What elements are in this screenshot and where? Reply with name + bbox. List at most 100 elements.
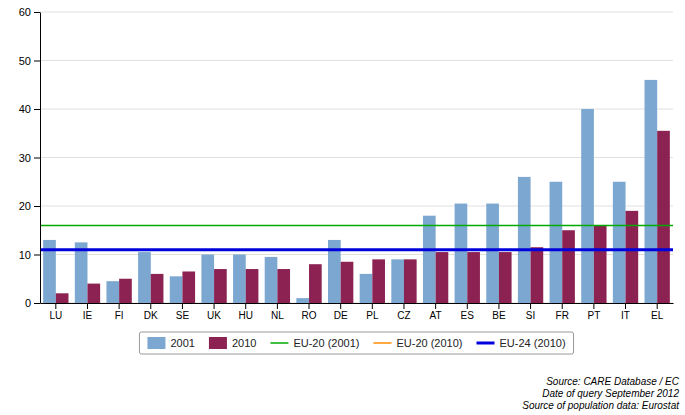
bar xyxy=(404,259,417,303)
bar xyxy=(56,293,69,303)
tick: RO xyxy=(302,303,317,321)
tick-label: FR xyxy=(556,310,569,321)
legend-swatch xyxy=(373,342,391,344)
tick-label: AT xyxy=(430,310,442,321)
tick-mark xyxy=(467,303,468,309)
tick-label: 30 xyxy=(19,152,31,164)
grid-line xyxy=(40,254,673,255)
legend-label: EU-24 (2010) xyxy=(500,337,566,349)
tick-label: IT xyxy=(621,310,630,321)
bar xyxy=(486,204,499,303)
plot: 0102030405060LUIEFIDKSEUKHUNLRODEPLCZATE… xyxy=(19,6,674,321)
tick-label: RO xyxy=(302,310,317,321)
tick: UK xyxy=(207,303,221,321)
bar xyxy=(214,269,227,303)
tick-label: HU xyxy=(238,310,252,321)
tick-label: ES xyxy=(461,310,475,321)
tick: 10 xyxy=(19,249,40,261)
grid xyxy=(40,12,673,303)
tick-label: 60 xyxy=(19,6,31,18)
bar xyxy=(309,264,322,303)
bar xyxy=(138,252,151,303)
grid-line xyxy=(40,12,673,13)
axis-domain xyxy=(41,303,674,304)
bar xyxy=(467,252,480,303)
tick: 0 xyxy=(25,297,40,309)
marks xyxy=(40,80,673,303)
tick-mark xyxy=(530,303,531,309)
tick-mark xyxy=(34,158,40,159)
legend-swatch xyxy=(270,342,288,344)
tick-mark xyxy=(150,303,151,309)
tick-mark xyxy=(34,61,40,62)
tick-label: UK xyxy=(207,310,221,321)
bar xyxy=(594,225,607,303)
legend-item: EU-20 (2001) xyxy=(270,337,359,349)
tick-mark xyxy=(34,12,40,13)
tick: PL xyxy=(366,303,379,321)
bar xyxy=(341,262,354,303)
bar xyxy=(423,216,436,303)
legend-swatch xyxy=(477,342,495,345)
tick-mark xyxy=(55,303,56,309)
legend-swatch xyxy=(147,337,165,349)
tick-label: CZ xyxy=(397,310,410,321)
tick-mark xyxy=(277,303,278,309)
bar xyxy=(170,276,183,303)
legend-label: EU-20 (2010) xyxy=(396,337,462,349)
tick-label: IE xyxy=(83,310,93,321)
tick: 30 xyxy=(19,152,40,164)
tick-label: DK xyxy=(144,310,158,321)
tick-label: BE xyxy=(492,310,506,321)
bar-series xyxy=(56,131,670,303)
tick: SI xyxy=(526,303,535,321)
bar xyxy=(277,269,290,303)
legend-label: 2001 xyxy=(170,337,194,349)
tick-mark xyxy=(87,303,88,309)
tick: 60 xyxy=(19,6,40,18)
tick-mark xyxy=(435,303,436,309)
tick: DE xyxy=(334,303,348,321)
bar xyxy=(75,242,88,303)
bar xyxy=(550,182,563,303)
tick: AT xyxy=(430,303,442,321)
tick-mark xyxy=(340,303,341,309)
tick: 40 xyxy=(19,103,40,115)
chart: 0102030405060LUIEFIDKSEUKHUNLRODEPLCZATE… xyxy=(0,0,685,415)
reference-line xyxy=(40,225,673,227)
tick-mark xyxy=(562,303,563,309)
tick-label: PT xyxy=(587,310,600,321)
grid-line xyxy=(40,157,673,158)
bar xyxy=(106,281,119,303)
tick-mark xyxy=(34,303,40,304)
tick-mark xyxy=(498,303,499,309)
legend-item: 2001 xyxy=(147,337,194,349)
tick-mark xyxy=(657,303,658,309)
tick: IT xyxy=(621,303,630,321)
bar xyxy=(645,80,658,303)
tick: PT xyxy=(587,303,600,321)
tick-label: NL xyxy=(271,310,284,321)
tick: IE xyxy=(83,303,93,321)
bar xyxy=(499,252,512,303)
legend-frame xyxy=(139,332,573,354)
tick-label: 50 xyxy=(19,55,31,67)
tick: NL xyxy=(271,303,284,321)
tick-mark xyxy=(309,303,310,309)
bar xyxy=(613,182,626,303)
bar xyxy=(562,230,575,303)
tick-mark xyxy=(214,303,215,309)
bar xyxy=(296,298,309,303)
tick: DK xyxy=(144,303,158,321)
bar xyxy=(360,274,373,303)
tick-mark xyxy=(34,109,40,110)
tick-label: 10 xyxy=(19,249,31,261)
tick: SE xyxy=(176,303,190,321)
tick-label: FI xyxy=(115,310,124,321)
bar xyxy=(455,204,468,303)
legend-swatch xyxy=(209,337,227,349)
legend-label: EU-20 (2001) xyxy=(293,337,359,349)
tick-label: 20 xyxy=(19,200,31,212)
tick-label: SE xyxy=(176,310,190,321)
grid-line xyxy=(40,303,673,304)
